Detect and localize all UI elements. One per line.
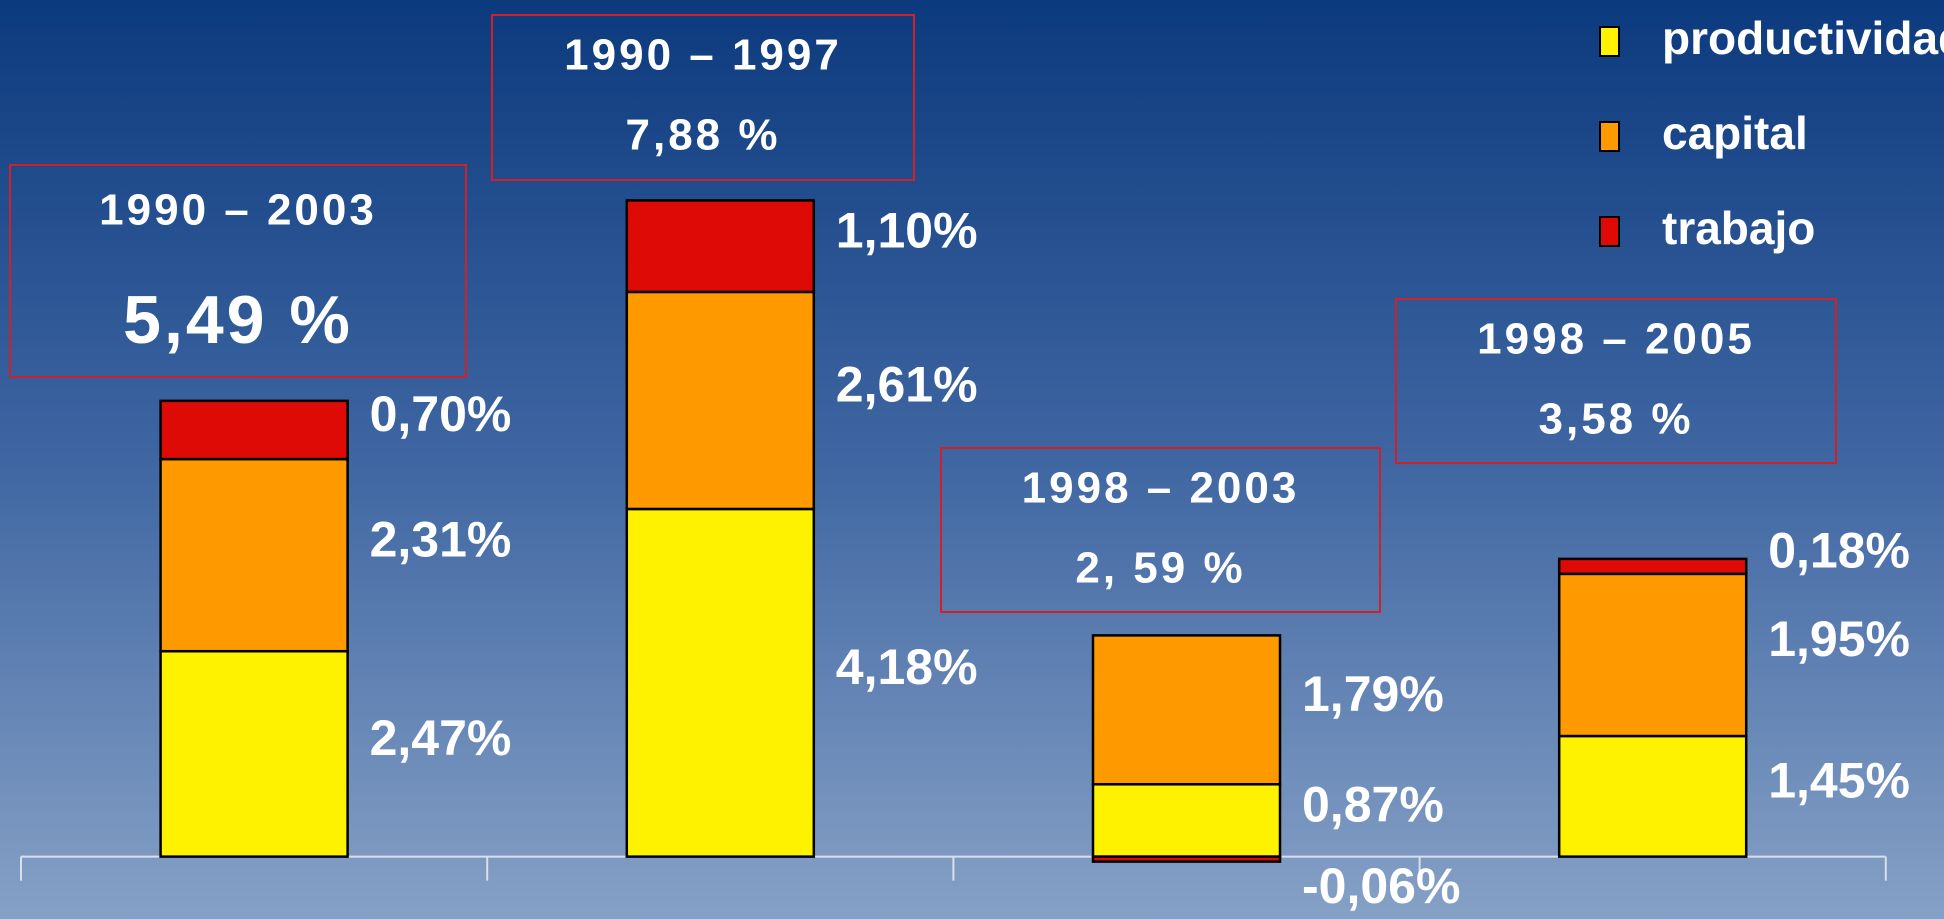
legend-label: productividad (1662, 12, 1944, 64)
data-label: 0,18% (1768, 523, 1910, 579)
bar-segment (625, 199, 816, 294)
data-label: 2,61% (836, 357, 978, 413)
period-box (491, 14, 915, 181)
period-box (1395, 298, 1837, 464)
bar-segment (159, 457, 349, 653)
period-total: 5,49 % (123, 282, 353, 358)
data-label: 1,79% (1302, 666, 1444, 722)
data-label: 2,31% (370, 511, 512, 567)
bar-segment (1091, 634, 1282, 786)
legend-swatch (1599, 216, 1620, 247)
bar-segment (625, 507, 816, 858)
data-label: 1,10% (836, 202, 978, 258)
bar-segment (1557, 557, 1748, 576)
data-label: 2,47% (370, 710, 512, 766)
legend-label: capital (1662, 107, 1808, 159)
bar-segment (1091, 855, 1282, 863)
period-label: 1990 – 2003 (99, 186, 377, 235)
data-label: 4,18% (836, 639, 978, 695)
data-label: 0,87% (1302, 777, 1444, 833)
period-total: 7,88 % (626, 111, 781, 160)
bar-segment (1091, 783, 1282, 858)
data-label: 0,70% (370, 386, 512, 442)
period-box (940, 447, 1381, 613)
period-total: 3,58 % (1539, 395, 1694, 444)
data-label: 1,45% (1768, 753, 1910, 809)
legend-label: trabajo (1662, 202, 1815, 254)
bar-segment (1557, 734, 1748, 858)
legend-swatch (1599, 121, 1620, 152)
data-label: 1,95% (1768, 611, 1910, 667)
period-label: 1998 – 2003 (1022, 464, 1300, 513)
period-box (9, 164, 467, 378)
period-label: 1998 – 2005 (1477, 315, 1755, 364)
bar-segment (625, 290, 816, 511)
data-label: -0,06% (1302, 858, 1460, 914)
bar-segment (159, 649, 349, 858)
bar-segment (1557, 572, 1748, 738)
legend-swatch (1599, 26, 1620, 57)
bar-segment (159, 399, 349, 461)
period-total: 2, 59 % (1075, 544, 1245, 593)
period-label: 1990 – 1997 (564, 31, 842, 80)
